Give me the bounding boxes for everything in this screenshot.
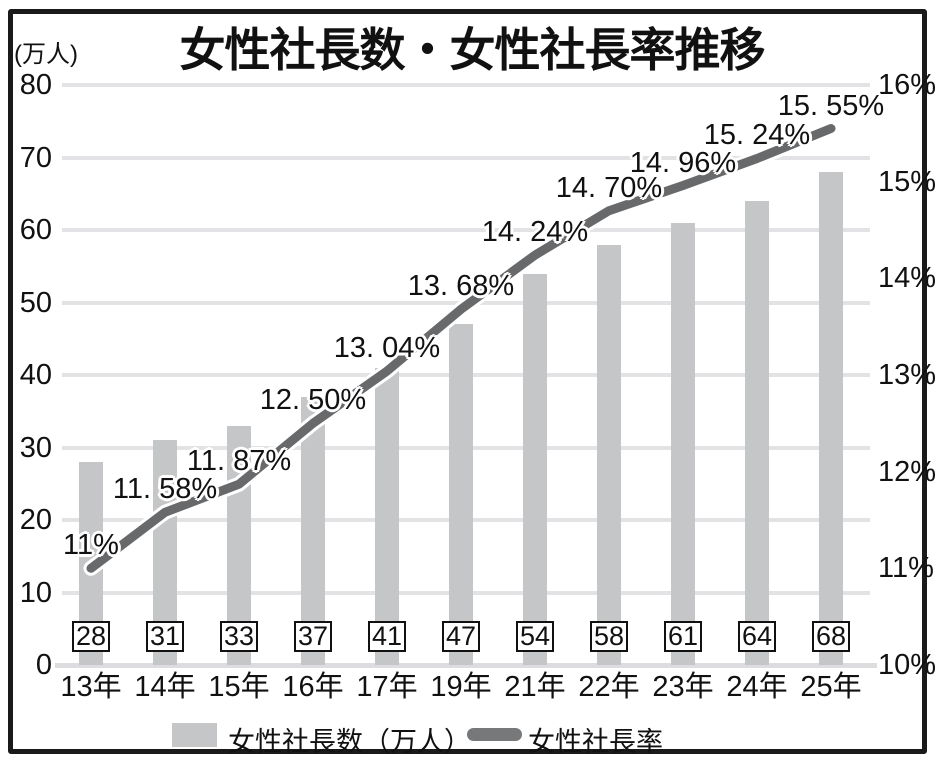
bar-value-box: 31 xyxy=(146,621,184,652)
left-tick-label: 0 xyxy=(35,649,52,681)
bar-value-box: 33 xyxy=(220,621,258,652)
x-tick-label: 14年 xyxy=(134,671,196,703)
bar xyxy=(597,244,621,665)
line-point-label: 13. 68% xyxy=(407,270,515,303)
grid-line xyxy=(62,83,870,87)
left-axis-unit-label: (万人) xyxy=(14,41,78,68)
line-point-label: 14. 96% xyxy=(629,146,737,179)
right-tick-label: 14% xyxy=(878,262,937,295)
bar-value-box: 68 xyxy=(812,621,850,652)
left-tick-label: 40 xyxy=(19,359,52,391)
right-tick-label: 10% xyxy=(878,649,937,681)
bar xyxy=(523,273,547,665)
legend-bar-label: 女性社長数（万人） xyxy=(228,727,471,757)
left-tick-label: 60 xyxy=(19,214,52,246)
legend-line-swatch-icon xyxy=(467,728,522,741)
right-tick-label: 12% xyxy=(878,455,937,488)
line-point-label: 13. 04% xyxy=(333,332,441,365)
bar xyxy=(745,201,769,665)
right-tick-label: 16% xyxy=(878,69,937,101)
bar xyxy=(671,222,695,665)
line-point-label: 12. 50% xyxy=(259,384,367,417)
line-point-label: 15. 55% xyxy=(777,89,885,122)
left-tick-label: 10 xyxy=(19,576,52,609)
line-point-label: 11. 87% xyxy=(186,445,292,478)
right-tick-label: 11% xyxy=(878,552,934,585)
x-tick-label: 19年 xyxy=(430,671,492,703)
x-tick-label: 21年 xyxy=(504,671,566,703)
left-tick-label: 20 xyxy=(19,504,52,536)
left-tick-label: 50 xyxy=(19,286,52,319)
x-tick-label: 24年 xyxy=(726,671,788,703)
bar-value-box: 54 xyxy=(516,621,554,652)
bar-value-box: 28 xyxy=(72,621,110,652)
bar-value-box: 37 xyxy=(294,621,332,652)
x-tick-label: 16年 xyxy=(282,671,344,703)
left-tick-label: 30 xyxy=(19,431,52,464)
left-tick-label: 70 xyxy=(19,141,52,174)
bar-value-box: 64 xyxy=(738,621,776,652)
line-point-label: 11% xyxy=(63,529,119,562)
bar-value-box: 41 xyxy=(368,621,406,652)
right-tick-label: 13% xyxy=(878,359,937,391)
right-tick-label: 15% xyxy=(878,165,937,198)
bar xyxy=(449,324,473,665)
bar-value-box: 58 xyxy=(590,621,628,652)
bar-value-box: 47 xyxy=(442,621,480,652)
x-tick-label: 25年 xyxy=(800,671,862,703)
chart-title: 女性社長数・女性社長率推移 xyxy=(179,24,766,76)
x-tick-label: 13年 xyxy=(60,671,122,703)
legend-bar-swatch-icon xyxy=(172,723,217,747)
line-point-label: 15. 24% xyxy=(703,119,811,152)
x-tick-label: 23年 xyxy=(652,671,714,703)
x-tick-label: 15年 xyxy=(208,671,270,703)
x-axis-line xyxy=(55,663,877,668)
line-point-label: 14. 24% xyxy=(481,216,589,249)
line-point-label: 14. 70% xyxy=(555,171,663,204)
bar-value-box: 61 xyxy=(664,621,702,652)
x-tick-label: 17年 xyxy=(356,671,418,703)
legend-line-label: 女性社長率 xyxy=(528,727,663,757)
left-tick-label: 80 xyxy=(19,69,52,101)
x-tick-label: 22年 xyxy=(578,671,640,703)
line-point-label: 11. 58% xyxy=(112,473,218,506)
bar xyxy=(819,172,843,665)
